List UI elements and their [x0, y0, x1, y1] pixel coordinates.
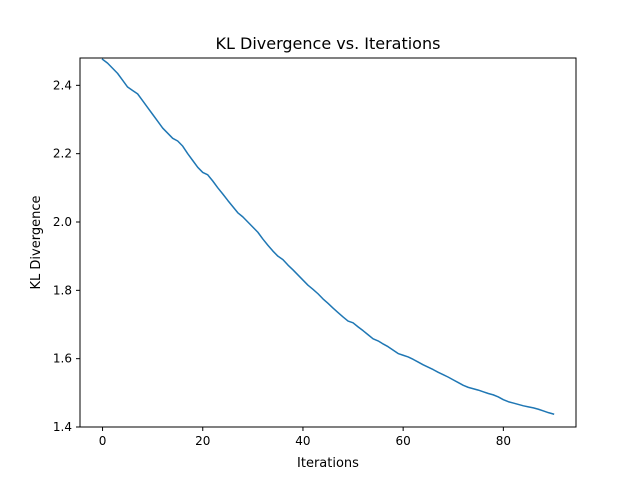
y-tick-label: 1.8 — [53, 283, 72, 297]
x-tick-label: 60 — [396, 434, 411, 448]
y-tick-label: 2.2 — [53, 147, 72, 161]
y-axis: 1.4 1.6 1.8 2.0 2.2 2.4 — [53, 78, 80, 434]
plot-area — [101, 58, 555, 415]
y-tick-label: 2.0 — [53, 215, 72, 229]
plot-frame — [79, 57, 577, 428]
x-tick-label: 20 — [195, 434, 210, 448]
x-tick-label: 0 — [99, 434, 107, 448]
y-axis-label: KL Divergence — [29, 196, 44, 290]
x-axis: 0 20 40 60 80 — [99, 427, 511, 448]
x-tick-label: 40 — [295, 434, 310, 448]
series-line — [101, 58, 555, 415]
y-tick-label: 1.6 — [53, 352, 72, 366]
x-axis-label: Iterations — [297, 456, 359, 471]
chart-title: KL Divergence vs. Iterations — [216, 34, 441, 53]
y-tick-label: 2.4 — [53, 78, 72, 92]
x-tick-label: 80 — [496, 434, 511, 448]
y-tick-label: 1.4 — [53, 420, 72, 434]
